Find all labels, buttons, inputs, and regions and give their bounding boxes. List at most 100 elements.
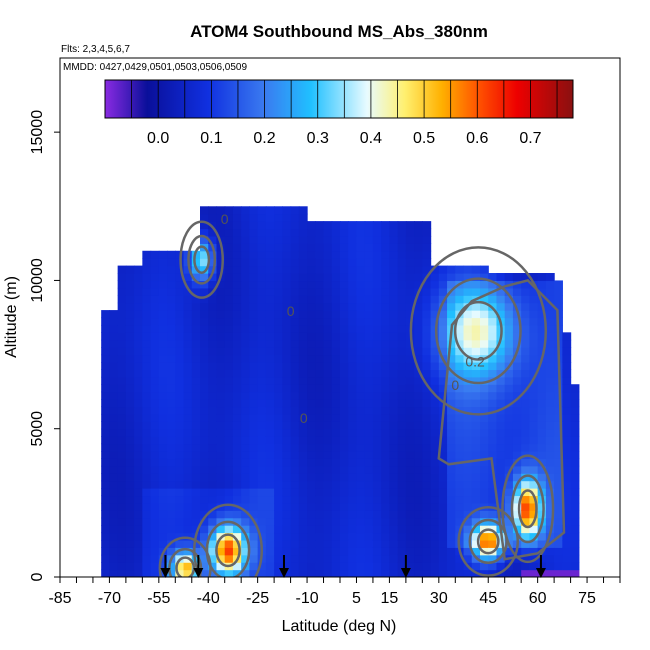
field-cell bbox=[471, 332, 481, 341]
field-cell bbox=[191, 458, 201, 467]
field-cell bbox=[496, 488, 506, 497]
field-cell bbox=[463, 443, 473, 452]
field-cell bbox=[356, 428, 366, 437]
field-cell bbox=[208, 569, 218, 577]
field-cell bbox=[101, 406, 111, 415]
field-cell bbox=[274, 221, 283, 230]
field-cell bbox=[372, 228, 382, 237]
field-cell bbox=[232, 287, 242, 296]
field-cell bbox=[298, 525, 308, 534]
field-cell bbox=[191, 421, 201, 430]
x-axis: -85 -70 -55 -40 -25 -10 5 15 30 45 60 75 bbox=[48, 577, 621, 607]
field-cell bbox=[438, 473, 448, 482]
field-cell bbox=[397, 458, 407, 467]
field-cell bbox=[529, 569, 539, 577]
field-cell bbox=[356, 554, 366, 563]
field-cell bbox=[125, 317, 135, 326]
field-cell bbox=[496, 510, 506, 519]
field-cell bbox=[356, 510, 366, 519]
field-cell bbox=[414, 510, 423, 519]
field-cell bbox=[471, 302, 481, 311]
field-cell bbox=[562, 384, 572, 393]
field-cell bbox=[471, 547, 481, 556]
dates-subtitle: MMDD: 0427,0429,0501,0503,0506,0509 bbox=[63, 62, 247, 73]
field-cell bbox=[274, 413, 283, 422]
field-cell bbox=[372, 465, 382, 474]
field-cell bbox=[290, 317, 300, 326]
field-cell bbox=[232, 317, 242, 326]
field-cell bbox=[274, 273, 283, 282]
field-cell bbox=[167, 421, 176, 430]
field-cell bbox=[463, 480, 473, 489]
field-cell bbox=[167, 517, 176, 526]
field-cell bbox=[504, 517, 514, 526]
field-cell bbox=[480, 532, 489, 541]
field-cell bbox=[298, 532, 308, 541]
field-cell bbox=[158, 450, 168, 459]
field-cell bbox=[158, 480, 168, 489]
field-cell bbox=[405, 569, 415, 577]
field-cell bbox=[364, 502, 374, 511]
field-cell bbox=[364, 436, 374, 445]
field-cell bbox=[290, 465, 300, 474]
field-cell bbox=[414, 354, 423, 363]
field-cell bbox=[175, 369, 185, 378]
field-cell bbox=[447, 488, 456, 497]
field-cell bbox=[241, 369, 251, 378]
field-cell bbox=[529, 347, 539, 356]
field-cell bbox=[117, 532, 127, 541]
field-cell bbox=[224, 295, 234, 304]
field-cell bbox=[521, 406, 531, 415]
field-cell bbox=[447, 265, 456, 274]
field-cell bbox=[471, 510, 481, 519]
field-cell bbox=[389, 517, 399, 526]
field-cell bbox=[389, 354, 399, 363]
field-cell bbox=[150, 428, 160, 437]
field-cell bbox=[430, 450, 440, 459]
field-cell bbox=[249, 465, 259, 474]
field-cell bbox=[208, 250, 218, 259]
field-cell bbox=[167, 525, 176, 534]
field-cell bbox=[405, 339, 415, 348]
field-cell bbox=[529, 324, 539, 333]
field-cell bbox=[331, 502, 341, 511]
field-cell bbox=[290, 235, 300, 244]
field-cell bbox=[480, 562, 489, 571]
field-cell bbox=[496, 399, 506, 408]
field-cell bbox=[175, 317, 185, 326]
field-cell bbox=[224, 421, 234, 430]
field-cell bbox=[529, 525, 539, 534]
field-cell bbox=[372, 376, 382, 385]
field-cell bbox=[167, 510, 176, 519]
field-cell bbox=[282, 532, 292, 541]
field-cell bbox=[125, 495, 135, 504]
field-cell bbox=[241, 347, 251, 356]
field-cell bbox=[125, 525, 135, 534]
field-cell bbox=[471, 273, 481, 282]
field-cell bbox=[208, 332, 218, 341]
field-cell bbox=[348, 428, 358, 437]
field-cell bbox=[447, 280, 456, 289]
field-cell bbox=[397, 532, 407, 541]
field-cell bbox=[570, 488, 580, 497]
field-cell bbox=[389, 228, 399, 237]
field-cell bbox=[463, 347, 473, 356]
field-cell bbox=[463, 428, 473, 437]
field-cell bbox=[191, 324, 201, 333]
colorbar-tick-label: 0.6 bbox=[466, 130, 488, 147]
field-cell bbox=[455, 369, 465, 378]
field-cell bbox=[232, 428, 242, 437]
field-cell bbox=[422, 532, 432, 541]
field-cell bbox=[389, 569, 399, 577]
field-cell bbox=[340, 458, 349, 467]
field-cell bbox=[216, 488, 226, 497]
field-cell bbox=[265, 213, 275, 222]
field-cell bbox=[125, 280, 135, 289]
field-cell bbox=[521, 384, 531, 393]
field-cell bbox=[488, 428, 498, 437]
field-cell bbox=[249, 206, 259, 215]
field-cell bbox=[307, 317, 316, 326]
field-cell bbox=[101, 376, 111, 385]
field-cell bbox=[488, 273, 498, 282]
field-cell bbox=[422, 339, 432, 348]
